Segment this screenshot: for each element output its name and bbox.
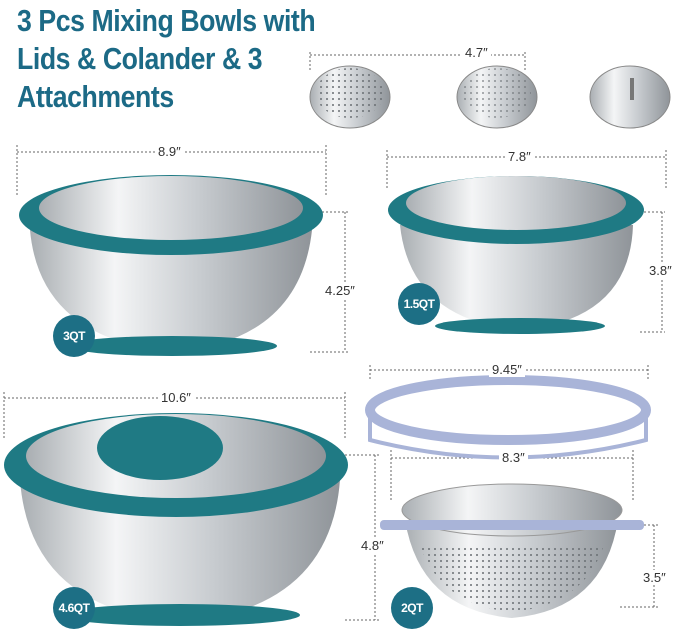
badge-2qt: 2QT	[391, 587, 433, 629]
colander-ring	[365, 375, 651, 460]
page-title: 3 Pcs Mixing Bowls with Lids & Colander …	[17, 3, 316, 114]
bowl-3qt	[19, 175, 323, 356]
ring-width-label: 9.45″	[489, 362, 525, 377]
colander-2qt	[380, 483, 644, 618]
bowl-1-5qt	[388, 176, 644, 334]
bowl-4-6qt-height-label: 4.8″	[358, 538, 387, 553]
colander-height-label: 3.5″	[640, 570, 669, 585]
badge-1-5qt: 1.5QT	[398, 283, 440, 325]
bowl-4-6qt-width-label: 10.6″	[158, 390, 194, 405]
dimension-lines	[3, 52, 667, 621]
attachment-width-label: 4.7″	[462, 45, 491, 60]
bowl-4-6qt	[4, 413, 348, 626]
bowl-3qt-height-label: 4.25″	[322, 283, 358, 298]
colander-width-label: 8.3″	[499, 450, 528, 465]
badge-3qt: 3QT	[53, 315, 95, 357]
grater-attachments	[309, 65, 671, 129]
bowl-3qt-width-label: 8.9″	[155, 144, 184, 159]
bowl-1-5qt-height-label: 3.8″	[646, 263, 675, 278]
bowl-1-5qt-width-label: 7.8″	[505, 149, 534, 164]
badge-4-6qt: 4.6QT	[53, 587, 95, 629]
